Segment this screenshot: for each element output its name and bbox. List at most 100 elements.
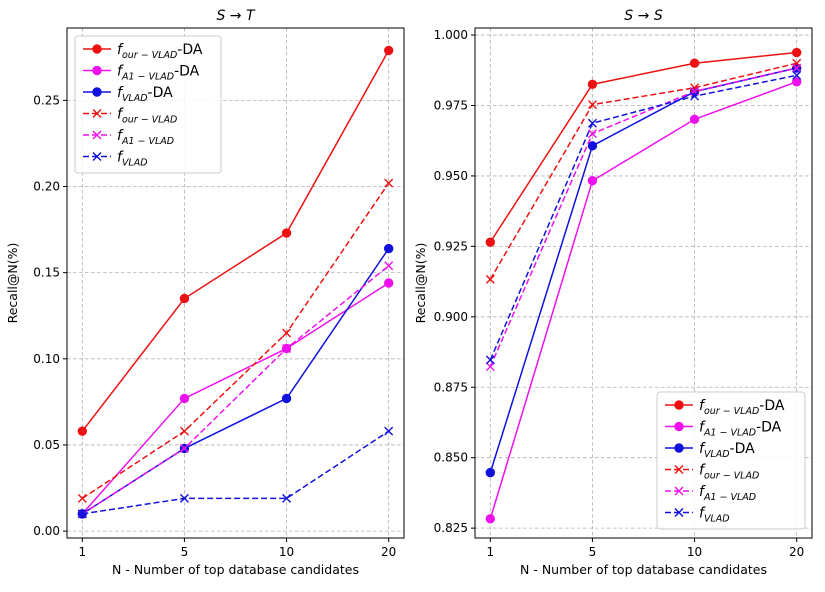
legend-entry: four − VLAD (665, 463, 759, 482)
legend-marker (92, 130, 102, 140)
legend-label-sub: A1 − VLAD (703, 492, 756, 503)
x-tick-label: 10 (279, 545, 294, 559)
series-0 (485, 47, 802, 247)
data-point (179, 393, 190, 404)
legend-label-main: f (699, 398, 706, 414)
y-tick-label: 0.25 (33, 93, 60, 107)
legend-entry: fA1 − VLAD-DA (665, 420, 782, 439)
data-point (485, 514, 496, 524)
legend-label-suffix: -DA (148, 85, 174, 101)
series-line (81, 282, 390, 515)
legend-entry: fVLAD (83, 150, 148, 169)
legend-marker (674, 400, 684, 410)
x-tick-label: 20 (789, 545, 804, 559)
y-tick-label: 0.975 (434, 98, 468, 112)
legend-marker (674, 486, 684, 496)
data-point (485, 237, 496, 247)
data-point (791, 77, 802, 87)
legend-label: four − VLAD (699, 463, 759, 482)
data-point (179, 493, 189, 503)
legend-label-main: f (117, 107, 124, 123)
legend-label: fA1 − VLAD (699, 484, 756, 503)
legend-marker (92, 87, 102, 97)
y-tick-label: 0.875 (434, 380, 468, 394)
y-axis-label: Recall@N(%) (5, 243, 20, 324)
data-point (383, 278, 394, 288)
legend-entry: fVLAD-DA (665, 441, 755, 460)
legend-box (656, 391, 806, 530)
plot-frame (66, 27, 405, 539)
legend-label: fVLAD-DA (699, 441, 755, 460)
legend-marker (92, 152, 102, 161)
data-point (791, 47, 802, 58)
legend-entry: four − VLAD-DA (665, 398, 785, 417)
legend-marker (92, 65, 102, 76)
legend-label-sub: our − VLAD (122, 115, 177, 126)
series-line (489, 67, 797, 367)
data-point (587, 79, 598, 90)
legend-label-suffix: -DA (177, 42, 203, 58)
legend-label-sub: A1 − VLAD (703, 428, 756, 439)
legend-marker (674, 443, 684, 453)
legend-entry: fA1 − VLAD-DA (83, 64, 200, 83)
legend-label: four − VLAD-DA (699, 398, 785, 417)
legend-entry: four − VLAD (83, 107, 177, 126)
legend-label: fVLAD (117, 150, 148, 169)
x-axis-label: N - Number of top database candidates (520, 562, 767, 577)
grid (475, 28, 812, 538)
legend-label-sub: VLAD (122, 93, 148, 104)
y-tick-label: 0.10 (33, 352, 60, 366)
data-point (690, 83, 700, 93)
data-point (179, 293, 190, 304)
data-point (485, 355, 495, 365)
y-tick-label: 0.05 (33, 438, 60, 452)
y-tick-label: 1.000 (434, 28, 468, 42)
legend-label: fA1 − VLAD (117, 128, 174, 147)
legend-label: fA1 − VLAD-DA (699, 420, 782, 439)
legend-entry: fA1 − VLAD (665, 484, 756, 503)
legend-label-main: f (117, 85, 124, 101)
data-point (384, 426, 394, 436)
legend-label-main: f (699, 484, 706, 500)
y-tick-label: 0.950 (434, 169, 468, 183)
series-line (489, 74, 797, 361)
series-5 (485, 70, 802, 365)
data-point (282, 343, 292, 353)
legend-label-sub: our − VLAD (122, 50, 177, 61)
data-point (689, 114, 700, 124)
legend-box (74, 35, 222, 174)
data-point (383, 45, 394, 56)
legend-label-sub: our − VLAD (704, 406, 759, 417)
series-line (489, 81, 797, 520)
x-tick-label: 5 (181, 545, 189, 559)
series-3 (485, 58, 802, 284)
legend-label-main: f (117, 150, 124, 166)
legend-marker (92, 44, 102, 54)
data-point (282, 493, 292, 503)
data-point (690, 91, 700, 101)
legend-label: four − VLAD-DA (117, 42, 203, 61)
legend-label-main: f (699, 420, 706, 436)
legend-label-main: f (117, 64, 124, 80)
series-4 (77, 261, 394, 519)
plot-frame (474, 27, 813, 539)
x-tick-label: 10 (687, 545, 702, 559)
series-line (81, 248, 390, 515)
legend-marker (92, 109, 102, 118)
data-point (587, 129, 597, 139)
legend-label-sub: VLAD (704, 449, 730, 460)
legend-entry: fVLAD-DA (83, 85, 173, 104)
legend-label-main: f (117, 128, 124, 144)
chart-title: S → S (624, 8, 663, 24)
x-tick-label: 1 (78, 545, 86, 559)
legend-label-suffix: -DA (730, 441, 756, 457)
data-point (689, 58, 700, 68)
y-tick-label: 0.900 (434, 310, 468, 324)
data-point (792, 63, 802, 73)
legend-entry: four − VLAD-DA (83, 42, 203, 61)
data-point (587, 100, 597, 110)
x-axis-label: N - Number of top database candidates (112, 562, 359, 577)
